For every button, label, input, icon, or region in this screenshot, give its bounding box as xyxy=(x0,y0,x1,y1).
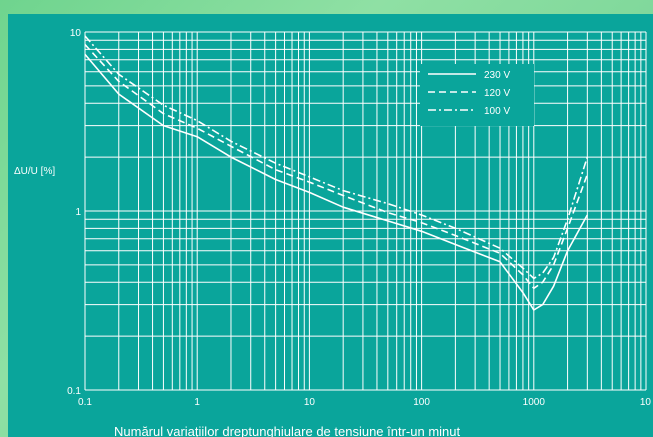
legend-label: 120 V xyxy=(484,88,510,99)
series-line-120v xyxy=(84,44,589,290)
series-line-100v xyxy=(84,35,589,280)
series-layer xyxy=(84,35,589,311)
x-tick-label: 10 xyxy=(304,397,316,408)
series-line-230v xyxy=(84,53,589,311)
x-axis-label: Numărul variațiilor dreptunghiulare de t… xyxy=(114,424,461,437)
y-axis-label: ΔU/U [%] xyxy=(14,166,55,177)
y-tick-label: 0.1 xyxy=(67,386,81,397)
chart-panel: 0.1 1 10 100 1000 10 10 1 0.1 ΔU/U [%] Numărul v… xyxy=(8,14,653,437)
grid xyxy=(84,31,647,391)
x-tick-label: 1 xyxy=(194,397,200,408)
chart-svg: 0.1 1 10 100 1000 10 10 1 0.1 ΔU/U [%] Numărul v… xyxy=(14,28,651,437)
x-tick-label: 100 xyxy=(413,397,430,408)
legend: 230 V 120 V 100 V xyxy=(420,64,534,126)
x-tick-label: 1000 xyxy=(523,397,546,408)
x-tick-label: 0.1 xyxy=(78,397,92,408)
legend-label: 230 V xyxy=(484,70,510,81)
tick-labels: 0.1 1 10 100 1000 10 10 1 0.1 xyxy=(67,28,651,408)
legend-label: 100 V xyxy=(484,106,510,117)
y-tick-label: 1 xyxy=(75,207,81,218)
y-tick-label: 10 xyxy=(70,28,82,39)
x-tick-label: 10 xyxy=(640,397,652,408)
